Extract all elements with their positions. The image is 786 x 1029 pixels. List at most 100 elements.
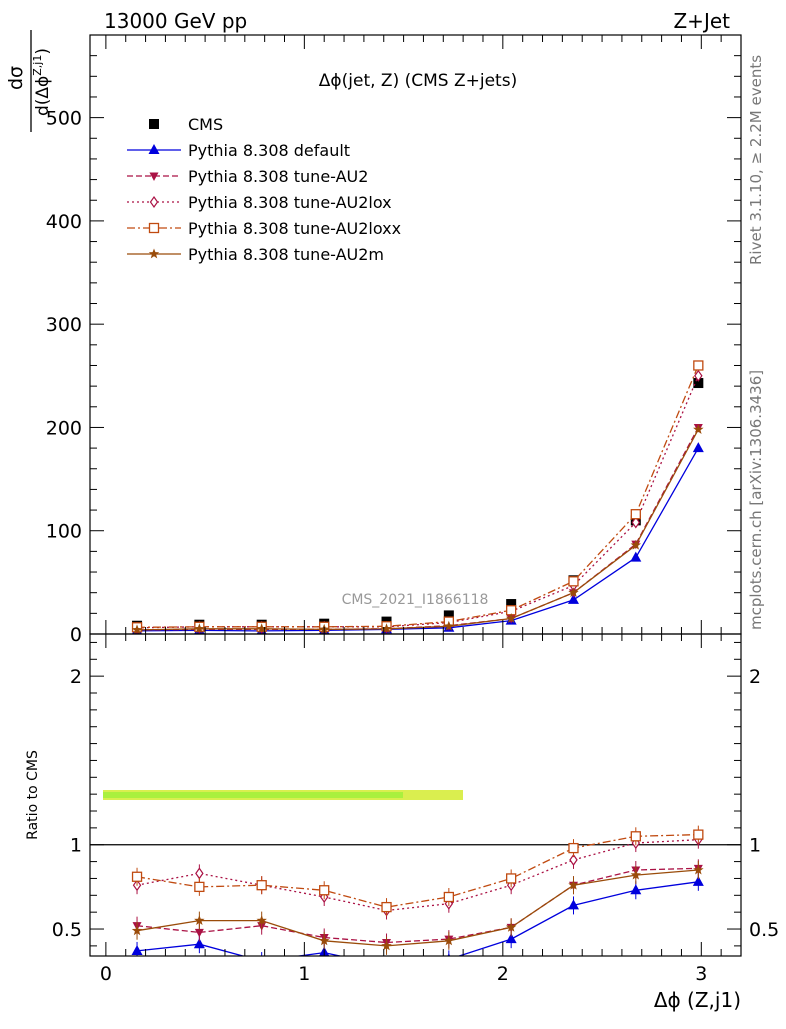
data-point <box>568 576 579 587</box>
data-point <box>568 587 579 598</box>
ratio-point <box>447 953 451 956</box>
legend-marker <box>149 119 159 129</box>
data-point <box>443 610 454 621</box>
ratio-line <box>136 833 699 908</box>
legend-label: CMS <box>188 115 223 134</box>
legend-label: Pythia 8.308 tune-AU2loxx <box>188 219 401 238</box>
ratio-point <box>506 873 517 884</box>
data-point <box>443 620 455 631</box>
ratio-point <box>256 880 267 891</box>
y-tick-label: 400 <box>46 211 82 233</box>
ratio-uncertainty-band-inner <box>103 792 403 798</box>
ratio-point <box>194 928 204 938</box>
data-point <box>505 613 517 623</box>
header-left: 13000 GeV pp <box>104 9 247 33</box>
ratio-point <box>693 864 704 875</box>
ratio-point <box>131 944 143 955</box>
legend-label: Pythia 8.308 tune-AU2lox <box>188 193 392 212</box>
ratio-line <box>136 881 699 956</box>
ratio-point <box>567 899 579 910</box>
legend-entry: Pythia 8.308 tune-AU2lox <box>127 193 392 212</box>
watermark: CMS_2021_I1866118 <box>342 592 489 608</box>
series-line <box>136 429 699 631</box>
ratio-line <box>136 839 699 912</box>
legend-marker <box>149 172 159 181</box>
ratio-point <box>568 879 579 890</box>
ratio-point <box>194 881 205 893</box>
ratio-line <box>136 869 699 947</box>
ratio-y-tick-label: 2 <box>70 666 82 688</box>
legend-label: Pythia 8.308 default <box>188 141 350 160</box>
ratio-y-tick-label: 1 <box>70 835 82 857</box>
data-point <box>692 442 704 453</box>
legend-label: Pythia 8.308 tune-AU2m <box>188 245 384 264</box>
ratio-axis-ticks: 0.5 0.5 1 1 2 2 0 1 2 3 <box>52 634 779 985</box>
data-point <box>630 509 641 520</box>
x-axis-label: Δϕ (Z,j1) <box>654 988 741 1012</box>
ratio-point <box>630 831 641 842</box>
series-line <box>136 365 699 628</box>
ratio-point <box>630 884 642 895</box>
data-point <box>131 624 143 634</box>
ratio-y-tick-label: 0.5 <box>52 919 82 941</box>
ratio-series-1 <box>132 859 703 952</box>
legend-entry: Pythia 8.308 tune-AU2m <box>127 245 384 264</box>
ratio-plot-panel: 0.5 0.5 1 1 2 2 0 1 2 3 <box>52 633 779 985</box>
ratio-point <box>195 867 204 880</box>
data-point <box>194 623 205 634</box>
ylabel-numerator: dσ <box>5 66 27 90</box>
ratio-point <box>630 869 641 880</box>
y-tick-label: 300 <box>46 314 82 336</box>
ratio-point <box>194 915 205 925</box>
ratio-ylabel: Ratio to CMS <box>25 750 41 840</box>
legend-marker <box>149 195 159 209</box>
ratio-series-group <box>90 825 741 970</box>
ratio-point <box>568 842 579 854</box>
ratio-point <box>256 915 267 925</box>
legend-entry: CMS <box>149 115 223 134</box>
x-tick-label: 0 <box>100 963 112 985</box>
ratio-point <box>131 925 143 936</box>
mcplots-label: mcplots.cern.ch [arXiv:1306.3436] <box>747 370 765 630</box>
series-line <box>136 447 699 632</box>
ratio-point <box>319 885 330 896</box>
x-tick-label: 1 <box>298 963 310 985</box>
ratio-point <box>505 933 517 944</box>
y-tick-label: 500 <box>46 108 82 130</box>
ratio-series-3 <box>131 825 704 917</box>
main-series-group <box>131 360 704 634</box>
ratio-point <box>692 875 704 886</box>
main-title: Δϕ(jet, Z) (CMS Z+jets) <box>319 71 517 91</box>
legend-marker <box>148 248 160 259</box>
data-point <box>631 516 641 529</box>
ratio-point <box>505 921 517 932</box>
data-point <box>381 623 392 634</box>
ratio-point <box>443 891 454 903</box>
data-point <box>693 424 704 434</box>
ylabel-denominator: d(ΔϕZ,j1) <box>31 48 53 116</box>
series-line <box>136 375 699 629</box>
header-right: Z+Jet <box>673 9 730 33</box>
ratio-point <box>381 940 392 951</box>
ratio-point <box>381 960 392 970</box>
data-point <box>630 539 641 550</box>
y-tick-label: 0 <box>70 624 82 646</box>
main-axis-ticks: 0 100 200 300 400 500 <box>46 34 741 646</box>
data-point <box>693 378 704 389</box>
y-tick-label: 200 <box>46 417 82 439</box>
data-point <box>567 593 579 604</box>
ratio-y-tick-label-right: 2 <box>749 666 761 688</box>
ratio-frame <box>89 633 742 957</box>
data-point <box>693 360 704 371</box>
ratio-line <box>136 867 699 944</box>
legend-entry: Pythia 8.308 tune-AU2loxx <box>127 219 401 238</box>
ratio-point <box>381 901 392 913</box>
main-plot-panel: Δϕ(jet, Z) (CMS Z+jets) CMS_2021_I186611… <box>46 34 742 646</box>
x-tick-label: 2 <box>497 963 509 985</box>
ratio-point <box>193 938 205 949</box>
ratio-series-0 <box>131 872 704 970</box>
ratio-point <box>319 935 330 946</box>
ratio-point <box>131 871 143 882</box>
data-point <box>630 551 642 562</box>
